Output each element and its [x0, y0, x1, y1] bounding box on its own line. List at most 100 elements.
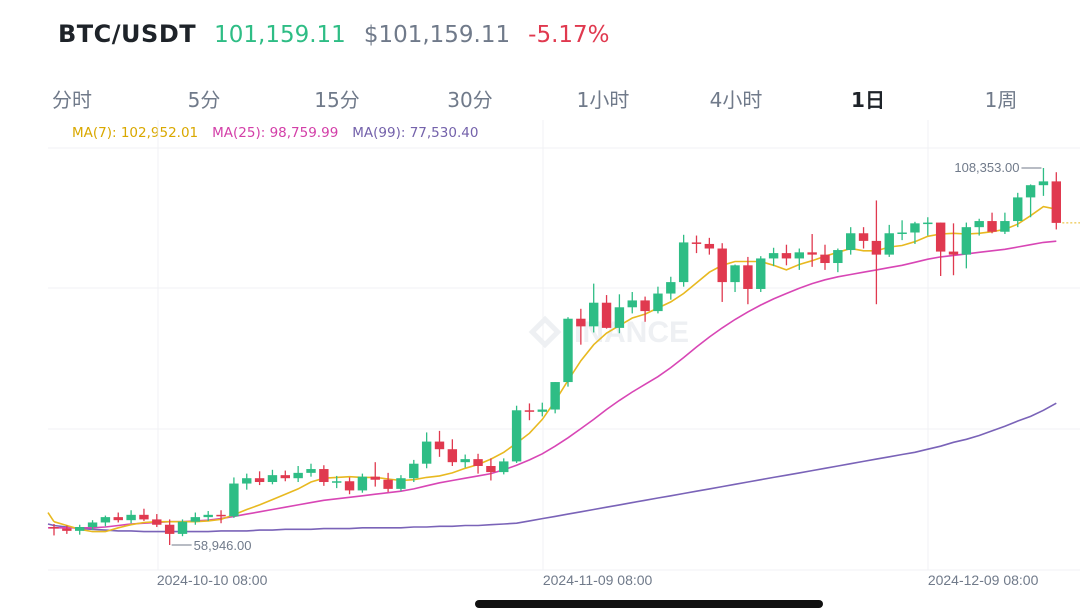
candle [100, 515, 111, 527]
candle [730, 264, 740, 293]
candle [486, 458, 496, 481]
candle-body [743, 265, 753, 289]
tab-1w[interactable]: 1周 [984, 88, 1018, 112]
tab-4h[interactable]: 4小时 [709, 88, 763, 112]
candle-body [319, 469, 329, 483]
candle-body [139, 514, 149, 520]
candle [897, 220, 907, 241]
candle [589, 283, 599, 333]
candle-body [537, 409, 547, 412]
candle-body [563, 318, 573, 383]
tab-30m[interactable]: 30分 [447, 88, 493, 112]
candle [1000, 212, 1010, 235]
ma99-legend: MA(99): 77,530.40 [352, 125, 479, 141]
candle [614, 294, 625, 334]
candle [833, 248, 843, 273]
candle [884, 224, 894, 257]
candle-body [447, 449, 458, 463]
candle [987, 212, 997, 234]
candle [563, 317, 573, 387]
candle [666, 276, 676, 300]
candle-body [871, 240, 882, 255]
candle [319, 465, 329, 486]
candle-body [280, 475, 290, 479]
candle-body [152, 519, 162, 525]
candle [910, 221, 920, 244]
ticker-header: BTC/USDT 101,159.11 $101,159.11 -5.17% [58, 20, 610, 54]
candle [126, 510, 136, 524]
candle [923, 217, 933, 236]
candle [267, 469, 278, 485]
candle-body [948, 251, 959, 255]
candle-body [486, 465, 496, 473]
candle [242, 473, 252, 490]
candle [344, 477, 355, 495]
candle-body [344, 481, 355, 491]
candle [409, 459, 419, 483]
candle [871, 200, 882, 305]
candle-body [460, 459, 470, 463]
candle [627, 292, 637, 314]
candle-body [666, 282, 676, 294]
candle [113, 512, 123, 523]
candle-body [653, 293, 663, 312]
candle-body [550, 382, 560, 410]
candle [576, 308, 586, 345]
candle [203, 511, 213, 521]
candle-body [756, 258, 766, 289]
candle [717, 243, 727, 302]
candle-body [164, 524, 175, 534]
candle [511, 405, 522, 463]
candle-body [293, 472, 303, 479]
ma7-line [53, 205, 1057, 533]
tab-5m[interactable]: 5分 [187, 88, 221, 112]
candle-body [717, 248, 727, 283]
candle [550, 382, 560, 414]
ma7-legend: MA(7): 102,952.01 [72, 125, 199, 141]
candle-body [576, 318, 586, 327]
ma-legend: MA(7): 102,952.01 MA(25): 98,759.99 MA(9… [72, 125, 478, 141]
candle-body [113, 517, 123, 521]
candle [216, 510, 226, 524]
candles [49, 168, 1061, 545]
tab-time-sharing[interactable]: 分时 [52, 88, 92, 112]
tab-1d[interactable]: 1日 [851, 88, 885, 112]
pair-symbol[interactable]: BTC/USDT [58, 20, 197, 48]
candle-body [614, 307, 625, 328]
candle [62, 525, 72, 534]
candle-body [781, 253, 792, 259]
candle [704, 237, 715, 255]
candle-body [678, 242, 689, 283]
candle-body [396, 478, 406, 489]
home-indicator [475, 600, 823, 608]
candle [383, 472, 393, 492]
candle-body [1051, 181, 1061, 223]
candle [434, 430, 445, 457]
x-tick-label: 2024-11-09 08:00 [543, 572, 653, 588]
candle [164, 519, 175, 545]
candle [1013, 192, 1023, 228]
candle-body [409, 463, 419, 479]
x-axis: 2024-10-10 08:00 2024-11-09 08:00 2024-12-… [157, 572, 1039, 588]
candle [280, 470, 290, 482]
tab-1h[interactable]: 1小时 [576, 88, 630, 112]
candle [601, 295, 612, 329]
candle [537, 402, 547, 417]
candle-body [730, 265, 740, 283]
candle [254, 471, 265, 486]
candle-body [1038, 181, 1049, 186]
candle-body [100, 517, 111, 523]
interval-tabs: 分时 5分 15分 30分 1小时 4小时 1日 1周 [0, 84, 1080, 114]
tab-15m[interactable]: 15分 [314, 88, 360, 112]
high-price-label: 108,353.00 [954, 160, 1019, 175]
candle-body [897, 232, 907, 235]
candle-body [49, 527, 59, 529]
x-tick-label: 2024-12-09 08:00 [928, 572, 1039, 588]
candle-body [126, 514, 136, 521]
candle-body [306, 469, 316, 473]
ma99-line [53, 402, 1057, 533]
candle-body [229, 483, 239, 517]
ma25-legend: MA(25): 98,759.99 [212, 125, 339, 141]
candle-body [601, 302, 612, 328]
